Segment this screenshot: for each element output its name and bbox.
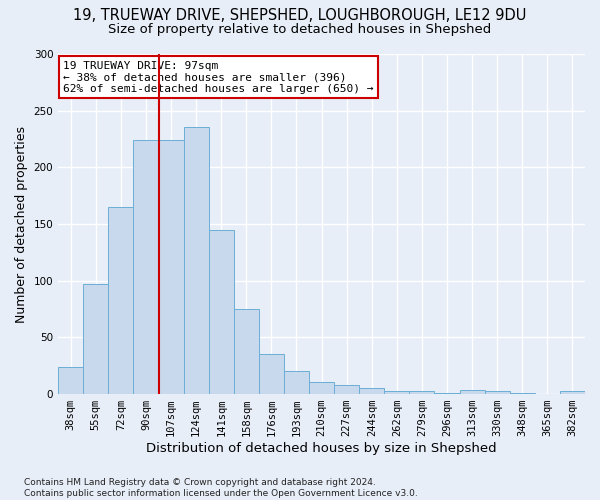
Text: 19 TRUEWAY DRIVE: 97sqm
← 38% of detached houses are smaller (396)
62% of semi-d: 19 TRUEWAY DRIVE: 97sqm ← 38% of detache… [64,61,374,94]
Y-axis label: Number of detached properties: Number of detached properties [15,126,28,322]
Text: Size of property relative to detached houses in Shepshed: Size of property relative to detached ho… [109,22,491,36]
Bar [83,284,109,394]
Bar [158,140,184,394]
Bar [460,390,485,394]
Bar [510,393,535,394]
Bar [359,388,385,394]
Bar [133,140,158,394]
Bar [434,393,460,394]
Text: Contains HM Land Registry data © Crown copyright and database right 2024.
Contai: Contains HM Land Registry data © Crown c… [24,478,418,498]
Bar [485,390,510,394]
Bar [334,385,359,394]
Bar [234,309,259,394]
X-axis label: Distribution of detached houses by size in Shepshed: Distribution of detached houses by size … [146,442,497,455]
Bar [309,382,334,394]
Bar [385,390,409,394]
Bar [209,230,234,394]
Bar [560,390,585,394]
Bar [58,367,83,394]
Bar [409,390,434,394]
Text: 19, TRUEWAY DRIVE, SHEPSHED, LOUGHBOROUGH, LE12 9DU: 19, TRUEWAY DRIVE, SHEPSHED, LOUGHBOROUG… [73,8,527,22]
Bar [259,354,284,394]
Bar [184,126,209,394]
Bar [109,207,133,394]
Bar [284,372,309,394]
